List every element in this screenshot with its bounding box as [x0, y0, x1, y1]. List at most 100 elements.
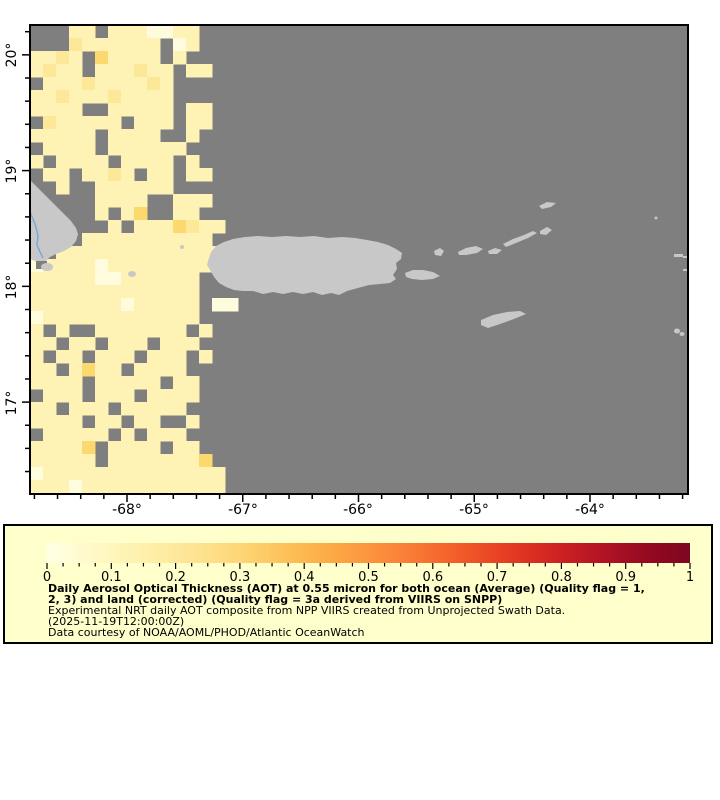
aot-cell — [147, 441, 161, 455]
aot-cell — [186, 467, 200, 481]
aot-cell — [121, 376, 135, 390]
aot-cell — [56, 324, 70, 338]
land-sombrero — [654, 216, 658, 220]
aot-cell — [121, 337, 135, 351]
aot-cell — [82, 116, 96, 130]
land-masses — [30, 180, 688, 336]
aot-cell — [147, 298, 161, 312]
aot-cell — [134, 337, 148, 351]
aot-cell — [147, 363, 161, 377]
colorbar-axis: 0 0.1 0.2 0.3 0.4 0.5 0.6 0.7 0.8 0.9 1 — [43, 563, 694, 585]
aot-cell — [147, 272, 161, 286]
aot-cell — [69, 454, 83, 468]
aot-cell — [186, 129, 200, 143]
aot-cell — [95, 64, 109, 78]
aot-cell — [121, 64, 135, 78]
aot-cell — [30, 454, 44, 468]
aot-cell — [82, 25, 96, 39]
aot-cell — [108, 415, 122, 429]
aot-cell — [160, 220, 174, 234]
aot-cell — [147, 25, 161, 39]
aot-cell — [173, 25, 187, 39]
land-mona — [128, 271, 136, 277]
aot-cell — [186, 311, 200, 325]
aot-cell — [56, 77, 70, 91]
aot-cell — [173, 259, 187, 273]
aot-cell — [121, 441, 135, 455]
aot-cell — [30, 90, 44, 104]
aot-cell — [173, 51, 187, 65]
aot-cell — [108, 441, 122, 455]
aot-cell — [160, 285, 174, 299]
colorbar-tick-label: 0.4 — [294, 570, 315, 585]
legend-date-line: (2025-11-19T12:00:00Z) — [48, 615, 185, 628]
aot-cell — [43, 285, 57, 299]
aot-cell — [134, 142, 148, 156]
aot-cell — [160, 64, 174, 78]
aot-cell — [43, 298, 57, 312]
aot-cell — [199, 168, 213, 182]
aot-cell — [43, 402, 57, 416]
aot-cell — [186, 441, 200, 455]
aot-cell — [43, 90, 57, 104]
aot-cell — [134, 363, 148, 377]
aot-cell — [186, 376, 200, 390]
aot-cell — [186, 272, 200, 286]
aot-cell — [82, 311, 96, 325]
land-st-eustatius — [679, 332, 685, 336]
aot-cell — [173, 467, 187, 481]
aot-cell — [30, 155, 44, 169]
aot-cell — [108, 129, 122, 143]
colorbar-tick-label: 0.1 — [101, 570, 122, 585]
lon-axis-label: -68° — [112, 502, 142, 518]
aot-map: 20° 19° 18° 17° -68° -67° -66° -65° -64° — [4, 24, 689, 518]
aot-cell — [56, 259, 70, 273]
aot-cell — [69, 77, 83, 91]
aot-cell — [121, 103, 135, 117]
aot-cell — [186, 246, 200, 260]
aot-cell — [147, 376, 161, 390]
aot-cell — [121, 25, 135, 39]
aot-cell — [56, 129, 70, 143]
aot-cell — [30, 480, 44, 494]
aot-cell — [147, 467, 161, 481]
aot-cell — [108, 363, 122, 377]
aot-cell — [30, 402, 44, 416]
aot-cell — [173, 220, 187, 234]
aot-cell — [147, 350, 161, 364]
aot-cell — [43, 363, 57, 377]
aot-cell — [56, 142, 70, 156]
aot-cell — [160, 337, 174, 351]
aot-cell — [95, 155, 109, 169]
aot-cell — [56, 64, 70, 78]
aot-cell — [199, 64, 213, 78]
aot-cell — [69, 285, 83, 299]
lat-axis-label: 18° — [4, 275, 20, 300]
aot-cell — [134, 272, 148, 286]
aot-cell — [30, 376, 44, 390]
aot-data-cells — [30, 25, 239, 494]
latitude-axis: 20° 19° 18° 17° — [4, 30, 29, 473]
lon-axis-label: -65° — [459, 502, 489, 518]
aot-cell — [147, 454, 161, 468]
aot-cell — [108, 220, 122, 234]
aot-cell — [56, 103, 70, 117]
aot-cell — [147, 90, 161, 104]
aot-cell — [186, 454, 200, 468]
aot-cell — [121, 311, 135, 325]
aot-cell — [69, 298, 83, 312]
aot-cell — [30, 298, 44, 312]
land-vieques — [405, 270, 440, 280]
aot-cell — [134, 38, 148, 52]
colorbar-tick-label: 0.8 — [551, 570, 572, 585]
aot-cell — [43, 311, 57, 325]
aot-cell — [134, 25, 148, 39]
aot-cell — [134, 480, 148, 494]
aot-cell — [30, 337, 44, 351]
aot-cell — [147, 116, 161, 130]
aot-cell — [108, 337, 122, 351]
aot-cell — [69, 389, 83, 403]
colorbar-tick-label: 1 — [686, 570, 694, 585]
land-desecheo — [180, 245, 184, 249]
aot-cell — [121, 402, 135, 416]
